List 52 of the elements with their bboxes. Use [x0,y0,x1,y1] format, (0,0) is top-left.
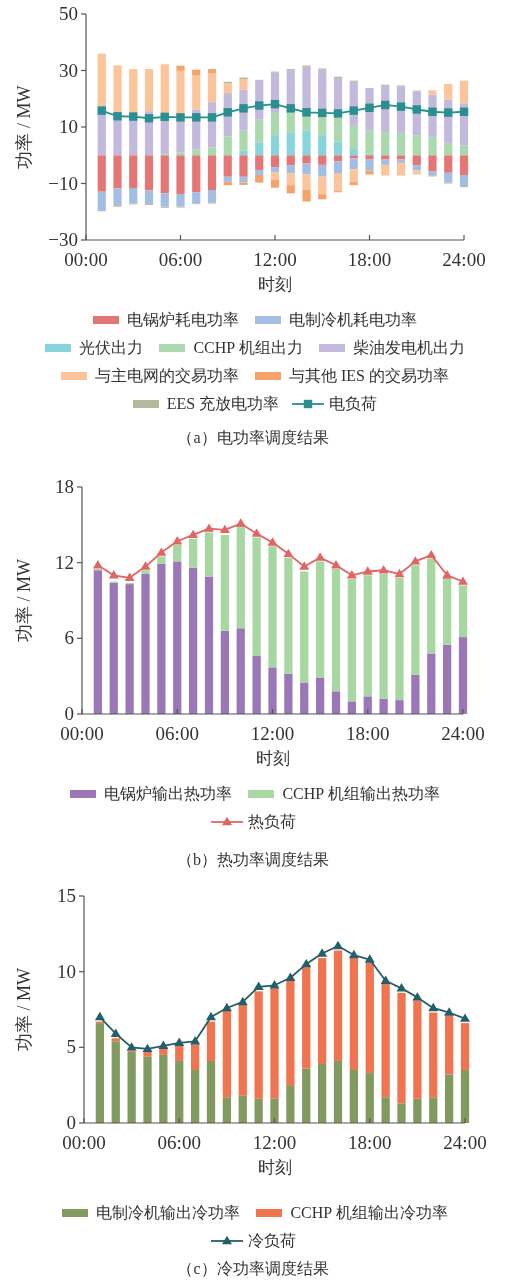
y-tick-label: −10 [48,172,78,194]
legend-label: CCHP 机组出力 [193,338,303,358]
x-tick-label: 12:00 [252,1132,297,1153]
x-tick-label: 06:00 [158,249,203,270]
legend-label: 电负荷 [329,394,378,414]
x-tick-label: 06:00 [155,723,199,744]
y-tick-label: 18 [55,476,74,497]
text: （b）热功率调度结果 [176,850,330,870]
x-tick-label: 18:00 [347,249,392,270]
y-tick-label: 15 [57,885,76,906]
x-axis-title: 时刻 [257,1158,292,1177]
x-tick-label: 12:00 [250,723,295,744]
legend-label: 光伏出力 [79,338,144,358]
y-axis-title: 功率 / MW [14,558,34,642]
y-tick-label: 0 [66,1112,76,1133]
legend-label: 冷负荷 [248,1231,296,1251]
legend-label: CCHP 机组输出冷功率 [290,1203,448,1223]
legend-label: CCHP 机组输出热功率 [282,784,440,804]
y-tick-label: 10 [57,960,76,982]
x-axis-title: 时刻 [258,275,292,294]
x-tick-label: 06:00 [157,1132,201,1153]
text: （c）冷功率调度结果 [176,1259,330,1279]
x-tick-label: 00:00 [62,1132,106,1153]
x-tick-label: 24:00 [441,723,485,744]
y-tick-label: 50 [59,3,78,24]
y-tick-label: 30 [59,59,78,81]
legend-label: 电锅炉耗电功率 [127,310,239,330]
legend-label: 与其他 IES 的交易功率 [289,366,449,386]
text: （a）电功率调度结果 [176,428,330,448]
x-tick-label: 12:00 [253,249,297,270]
y-axis-title: 功率 / MW [14,85,34,169]
x-tick-label: 00:00 [64,249,108,270]
legend-label: 与主电网的交易功率 [95,366,239,386]
x-tick-label: 18:00 [348,1132,392,1153]
y-tick-label: 5 [66,1036,76,1058]
y-tick-label: −30 [48,229,78,250]
legend-label: 电制冷机输出冷功率 [96,1203,241,1223]
x-tick-label: 24:00 [442,249,486,270]
x-tick-label: 18:00 [346,723,390,744]
y-axis-title: 功率 / MW [14,967,34,1051]
y-tick-label: 0 [64,703,74,724]
legend-label: 热负荷 [248,812,296,832]
x-axis-title: 时刻 [255,749,290,768]
y-tick-label: 12 [55,551,74,573]
y-tick-label: 10 [59,116,78,137]
y-tick-label: 6 [64,627,74,649]
legend-label: 电制冷机耗电功率 [289,310,417,330]
legend-label: 电锅炉输出热功率 [104,784,233,804]
legend-label: 柴油发电机出力 [352,338,465,358]
legend-label: EES 充放电功率 [166,394,280,414]
x-tick-label: 24:00 [443,1132,487,1153]
x-tick-label: 00:00 [60,723,104,744]
